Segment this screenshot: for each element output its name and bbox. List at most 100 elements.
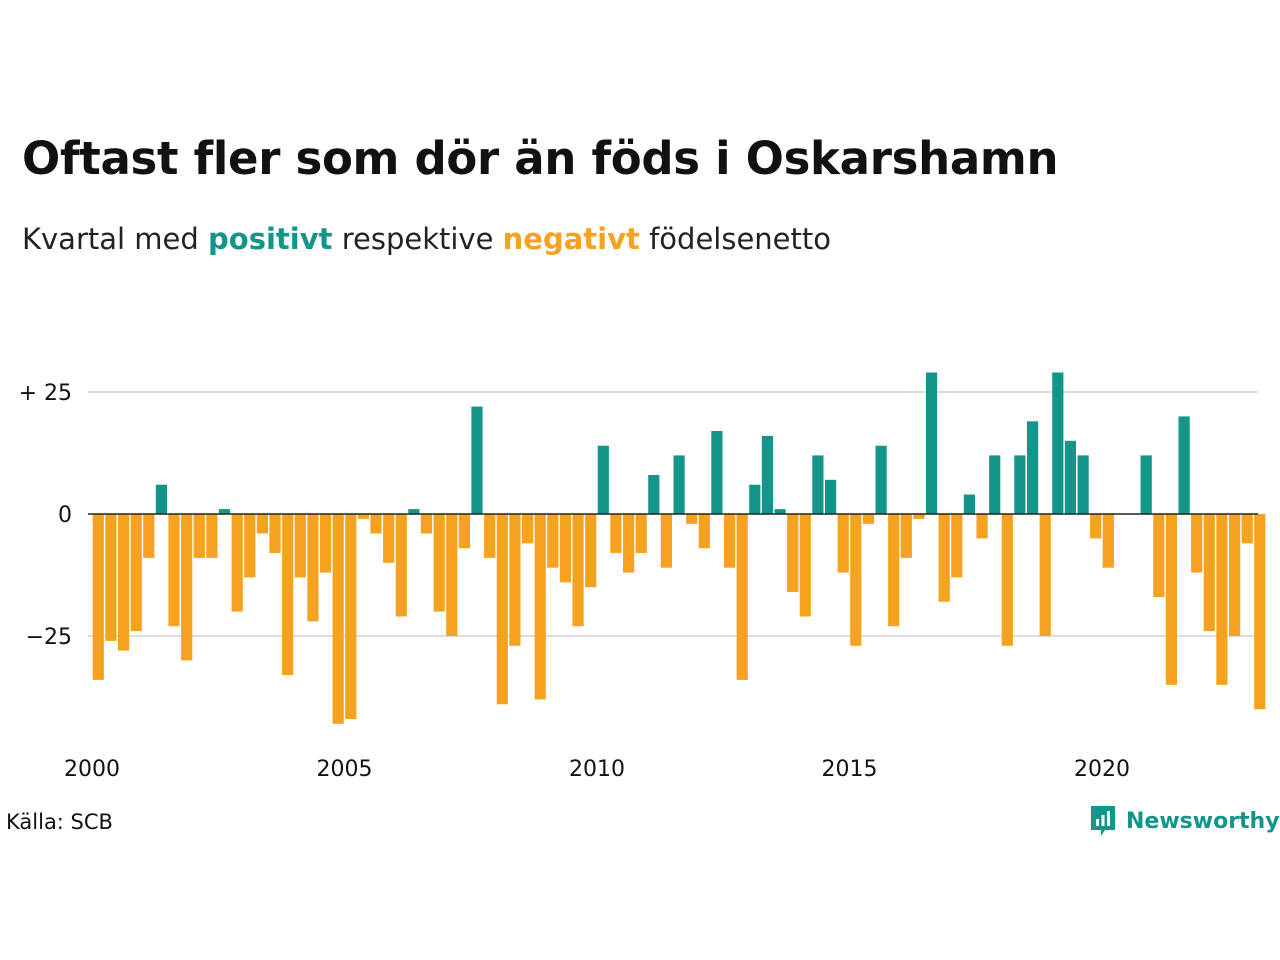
bar [319,514,332,573]
bar [357,514,369,519]
bar [193,514,205,558]
bar [1102,514,1114,568]
bars-layer [92,372,1266,724]
y-tick-label: + 25 [19,381,72,406]
bar [345,514,357,719]
bar [181,514,193,661]
bar [572,514,584,627]
bar [673,455,685,514]
bar [1140,455,1152,514]
bar [787,514,799,593]
y-tick-labels: + 25 0 −25 [19,381,72,650]
bar [761,435,773,514]
bar [724,514,736,568]
bar [989,455,1001,514]
bar [660,514,672,568]
bar [1216,514,1228,685]
bar [218,509,231,514]
bar [130,514,142,632]
bar [522,514,534,544]
bar [926,372,938,514]
bar [1027,421,1039,514]
bar-chart: + 25 0 −25 2000 2005 2010 2015 2020 [19,372,1266,782]
subtitle-negative-word: negativt [502,222,640,256]
bar [900,514,912,558]
bar [294,514,306,578]
subtitle-prefix: Kvartal med [22,222,199,256]
bar [118,514,130,651]
bar [597,445,609,514]
bar [862,514,874,524]
brand-name: Newsworthy [1126,808,1280,834]
bar [408,509,420,514]
bar [332,514,344,724]
bar [282,514,294,675]
bar [648,475,660,514]
bar [1229,514,1241,636]
subtitle-positive-word: positivt [208,222,333,256]
bar [231,514,243,612]
bar [307,514,319,622]
bar [938,514,950,602]
newsworthy-chart-icon [1091,806,1115,836]
bar [1241,514,1253,544]
bar [92,514,104,680]
chart-subtitle: Kvartal med positivt respektive negativt… [22,222,831,256]
y-tick-label: 0 [58,503,72,528]
bar [509,514,521,646]
bar [976,514,988,539]
bar [547,514,559,568]
bar [875,445,887,514]
bar [1039,514,1051,636]
x-tick-label: 2000 [64,757,120,782]
bar [585,514,597,588]
bar [825,479,837,514]
bar [749,484,761,514]
bar [534,514,546,700]
x-tick-label: 2005 [317,757,373,782]
brand-logo: Newsworthy [1088,804,1280,838]
bar [559,514,571,583]
bar [913,514,925,519]
source-label: Källa: SCB [6,810,113,834]
bar [1064,440,1076,514]
bar [471,406,483,514]
bar [698,514,710,549]
bar [484,514,496,558]
bar [256,514,268,534]
bar [799,514,811,617]
x-tick-label: 2010 [569,757,625,782]
bar [686,514,698,524]
bar [433,514,445,612]
bar [1001,514,1013,646]
subtitle-middle: respektive [341,222,494,256]
bar [1077,455,1089,514]
bar [458,514,470,549]
bar [105,514,117,641]
bar [155,484,167,514]
bar [244,514,256,578]
bar [888,514,900,627]
bar [736,514,748,680]
bar [143,514,155,558]
bar [1254,514,1266,710]
chart-title: Oftast fler som dör än föds i Oskarshamn [22,132,1059,185]
subtitle-suffix: födelsenetto [649,222,831,256]
x-tick-label: 2015 [822,757,878,782]
bar [635,514,647,553]
bar [269,514,281,553]
bar [711,431,723,514]
bar [420,514,433,534]
bar [963,494,975,514]
bar [1203,514,1215,632]
bar [837,514,849,573]
bar [1052,372,1064,514]
bar [1178,416,1190,514]
bar [1014,455,1026,514]
bar [850,514,862,646]
bar [623,514,635,573]
x-tick-label: 2020 [1074,757,1130,782]
bar [1090,514,1102,539]
bar [812,455,824,514]
bar [1191,514,1203,573]
